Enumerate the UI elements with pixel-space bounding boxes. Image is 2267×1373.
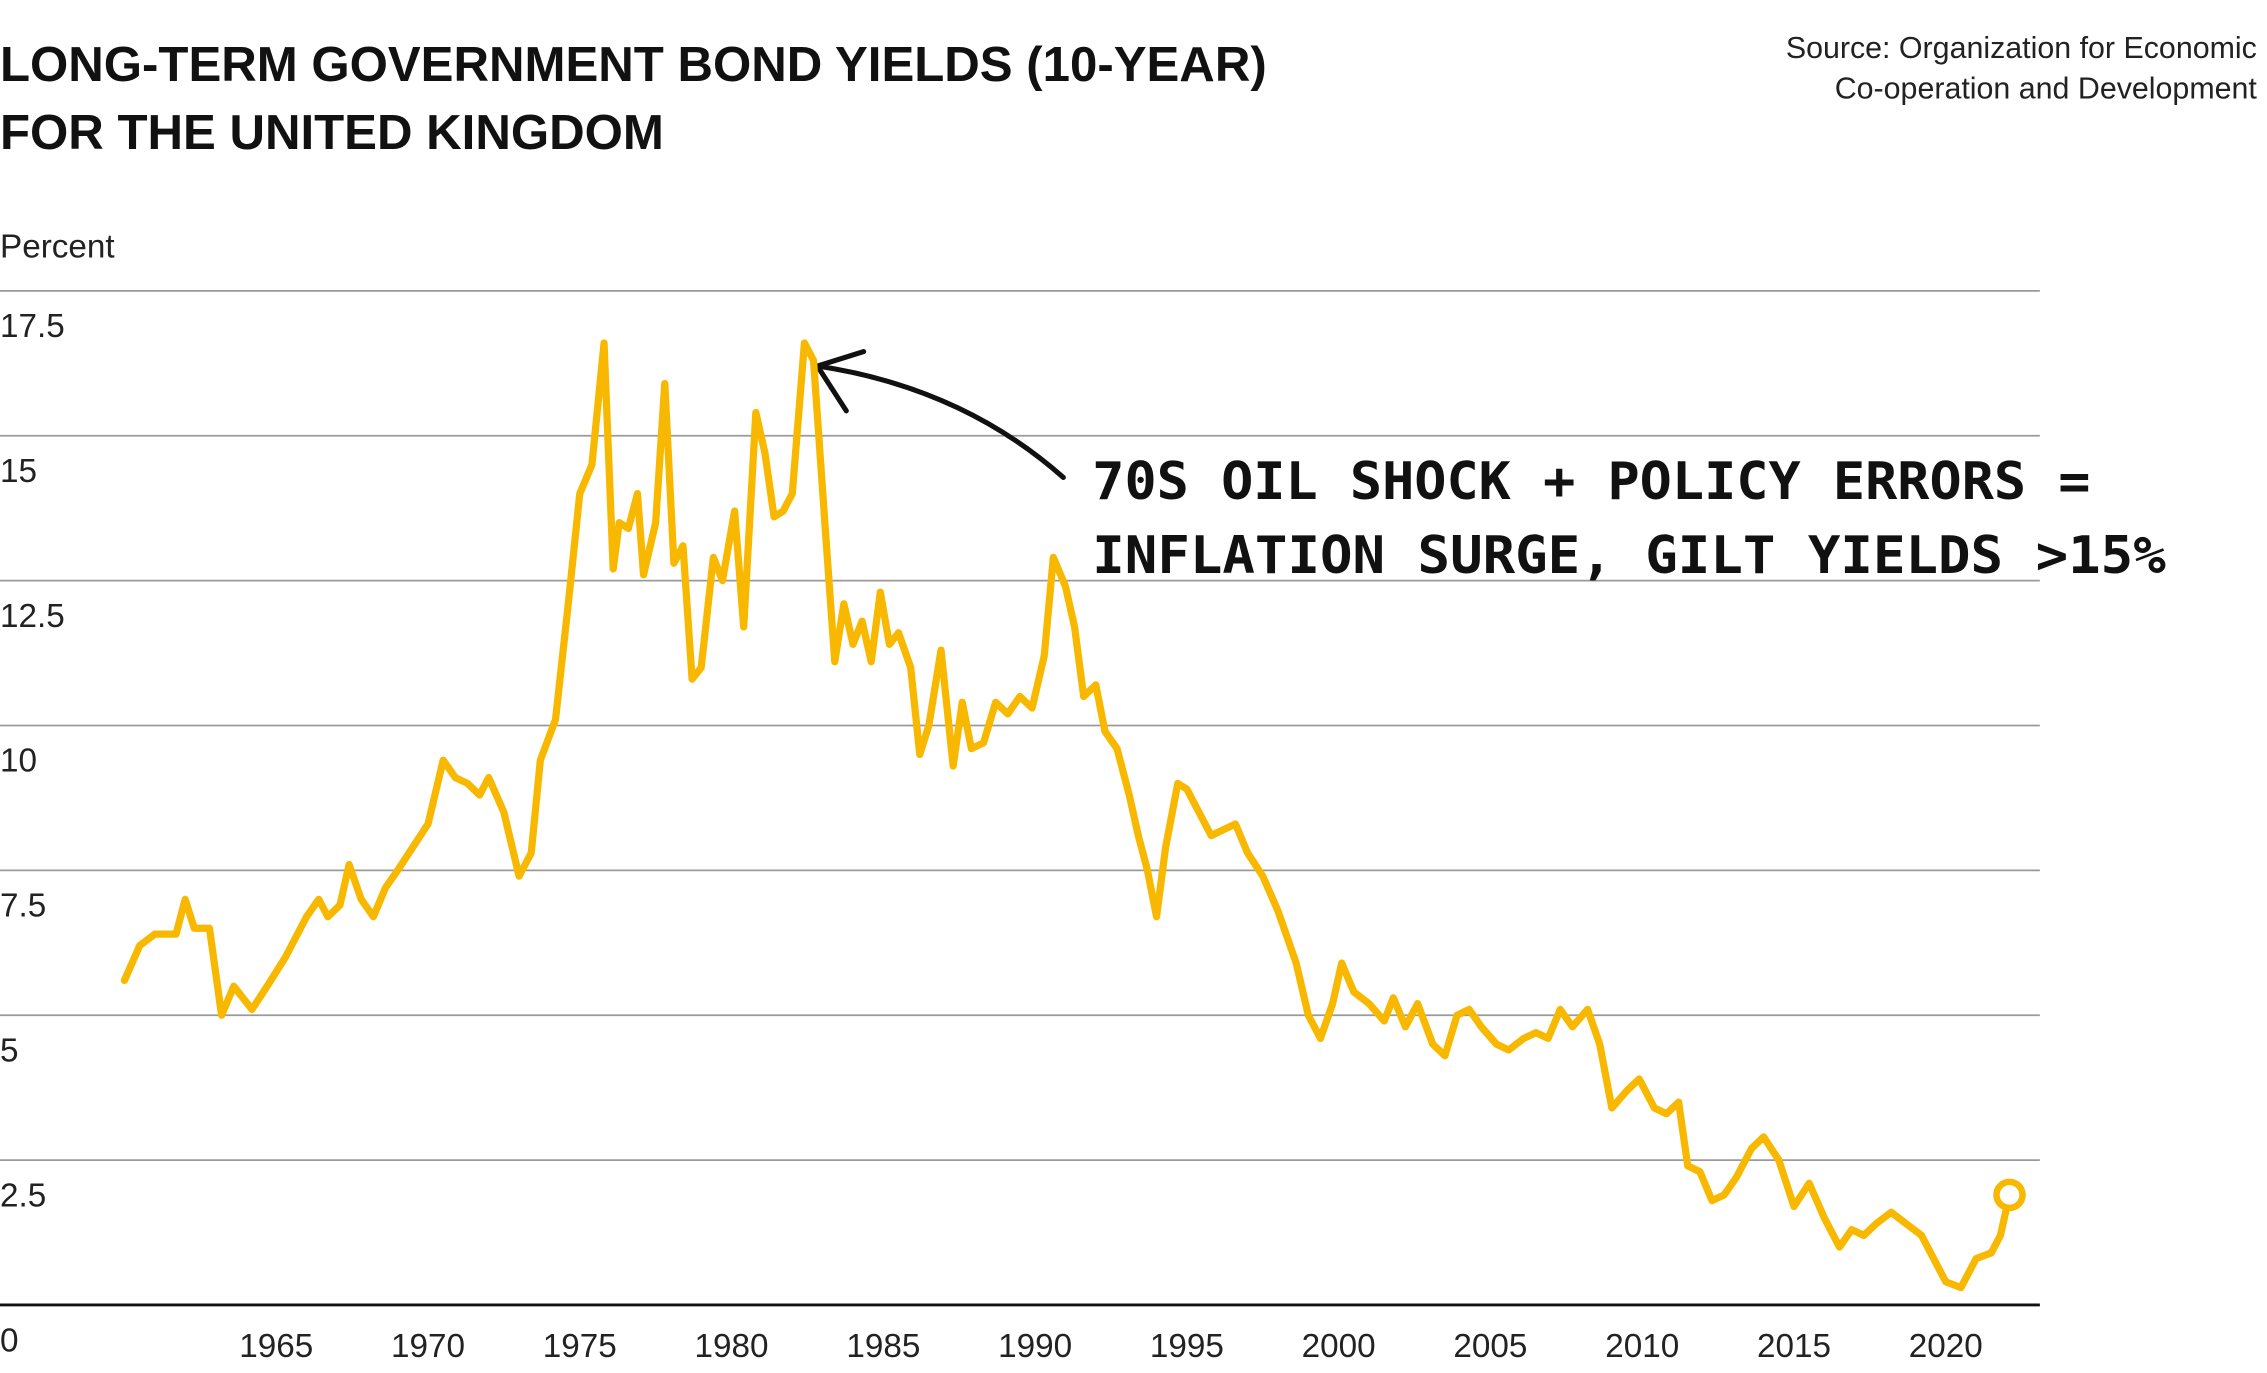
y-tick-label: 17.5 [0, 308, 65, 345]
arrow-shaft [814, 363, 1066, 480]
x-tick-label: 1970 [391, 1328, 465, 1365]
x-tick-label: 1985 [846, 1328, 920, 1365]
x-tick-label: 1980 [695, 1328, 769, 1365]
y-tick-label: 15 [0, 453, 37, 490]
chart-title: FOR THE UNITED KINGDOM [0, 105, 664, 160]
annotation: INFLATION SURGE, GILT YIELDS >15% [1092, 526, 2165, 586]
annotation-arrow [813, 349, 1066, 480]
x-tick-label: 2000 [1302, 1328, 1376, 1365]
grid: 0 2.5 5 7.5 10 12.5 15 17.5 1965 1970 1975 1980 1985… [0, 289, 2040, 1365]
x-tick-label: 1975 [543, 1328, 617, 1365]
y-tick-label: 0 [0, 1322, 19, 1359]
source: Co-operation and Development [1835, 71, 2258, 105]
x-tick-label: 1995 [1150, 1328, 1224, 1365]
x-tick-label: 1965 [239, 1328, 313, 1365]
arrow-head [813, 349, 867, 414]
y-tick-label: 12.5 [0, 598, 65, 635]
x-tick-label: 2020 [1909, 1328, 1983, 1365]
x-tick-label: 2005 [1453, 1328, 1527, 1365]
y-tick-label: 7.5 [0, 888, 46, 925]
annotation: 70S OIL SHOCK + POLICY ERRORS = [1092, 452, 2090, 512]
x-tick-label: 1990 [998, 1328, 1072, 1365]
y-axis-label: Percent [0, 229, 115, 266]
source: Source: Organization for Economic [1786, 31, 2257, 65]
y-tick-label: 2.5 [0, 1177, 46, 1214]
data-line [120, 339, 2014, 1292]
y-tick-label: 5 [0, 1033, 19, 1070]
chart-title: LONG-TERM GOVERNMENT BOND YIELDS (10-YEA… [0, 37, 1267, 92]
x-tick-label: 2010 [1605, 1328, 1679, 1365]
x-tick-label: 2015 [1757, 1328, 1831, 1365]
y-tick-label: 10 [0, 743, 37, 780]
end-marker [1993, 1178, 2026, 1212]
